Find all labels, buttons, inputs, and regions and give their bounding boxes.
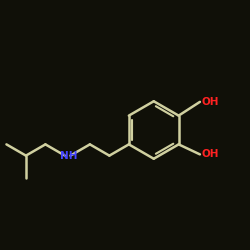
Text: NH: NH [60,151,78,161]
Text: OH: OH [201,149,219,160]
Text: OH: OH [201,97,219,107]
